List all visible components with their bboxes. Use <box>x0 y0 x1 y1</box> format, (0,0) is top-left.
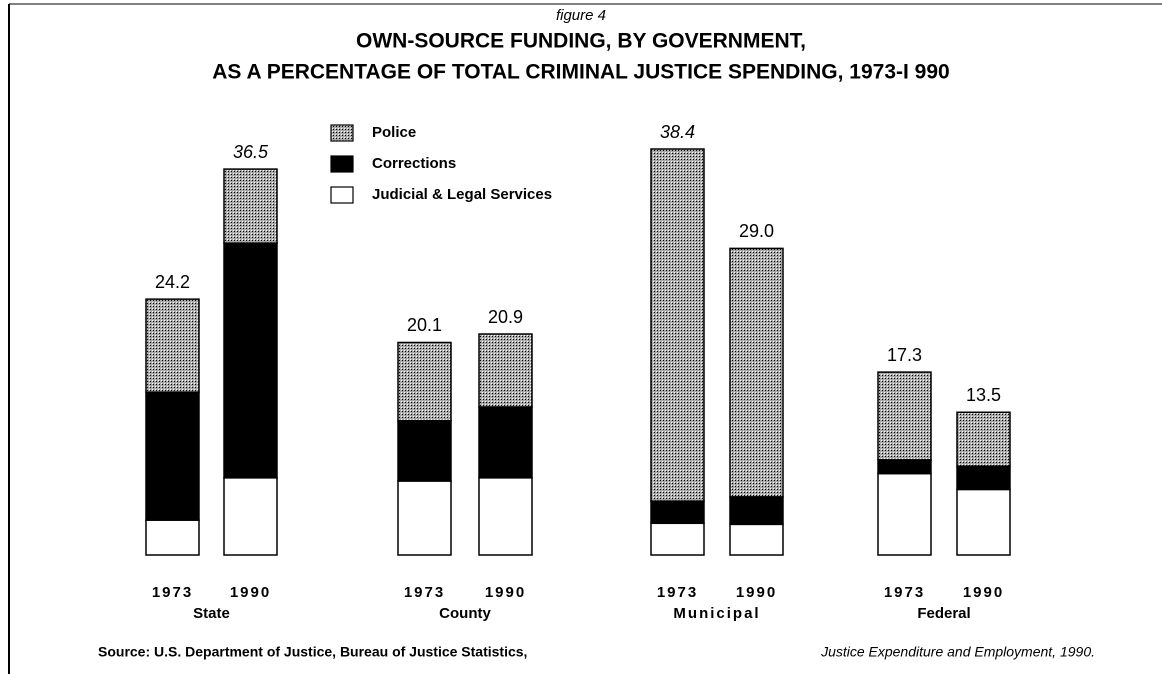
figure-label: figure 4 <box>556 7 606 24</box>
total-label: 20.9 <box>488 307 523 327</box>
total-label: 38.4 <box>660 122 695 142</box>
bar-segment <box>145 298 200 393</box>
chart-title: OWN-SOURCE FUNDING, BY GOVERNMENT, <box>356 30 806 53</box>
bar-segment <box>650 522 705 556</box>
group-label: State <box>193 605 230 622</box>
legend-swatch <box>330 155 354 173</box>
bar-segment <box>223 477 278 556</box>
x-tick-label: 1973 <box>884 584 925 601</box>
legend-label: Judicial & Legal Services <box>372 186 552 203</box>
bar-segment <box>478 406 533 479</box>
x-tick-label: 1973 <box>404 584 445 601</box>
total-label: 20.1 <box>407 315 442 335</box>
bar-segment <box>956 488 1011 556</box>
chart-subtitle: AS A PERCENTAGE OF TOTAL CRIMINAL JUSTIC… <box>212 61 949 84</box>
total-label: 29.0 <box>739 221 774 241</box>
legend-swatch <box>330 124 354 142</box>
bar-segment <box>729 247 784 498</box>
bar-segment <box>877 459 932 475</box>
bar-segment <box>650 500 705 525</box>
total-label: 36.5 <box>233 142 269 162</box>
bar-segment <box>223 242 278 479</box>
total-label: 13.5 <box>966 385 1001 405</box>
group-label: County <box>439 605 491 622</box>
group-label: Municipal <box>673 605 760 622</box>
bar-segment <box>729 496 784 526</box>
bar-segment <box>478 333 533 408</box>
legend-label: Corrections <box>372 155 456 172</box>
total-label: 24.2 <box>155 272 190 292</box>
x-tick-label: 1990 <box>230 584 271 601</box>
total-label: 17.3 <box>887 345 922 365</box>
bar-segment <box>729 523 784 556</box>
x-tick-label: 1990 <box>736 584 777 601</box>
source-title: Justice Expenditure and Employment, 1990… <box>820 644 1095 660</box>
bar-segment <box>397 419 452 482</box>
x-tick-label: 1973 <box>152 584 193 601</box>
bar-segment <box>145 391 200 521</box>
bar-segment <box>478 477 533 556</box>
bar-segment <box>956 465 1011 491</box>
group-label: Federal <box>917 605 970 622</box>
bar-segment <box>877 371 932 461</box>
x-tick-label: 1990 <box>485 584 526 601</box>
source: Source: U.S. Department of Justice, Bure… <box>98 644 527 660</box>
bar-segment <box>223 168 278 244</box>
bar-segment <box>145 519 200 556</box>
x-tick-label: 1973 <box>657 584 698 601</box>
bar-segment <box>956 411 1011 467</box>
x-tick-label: 1990 <box>963 584 1004 601</box>
bar-segment <box>397 341 452 422</box>
bar-segment <box>397 480 452 556</box>
legend-swatch <box>330 186 354 204</box>
legend-label: Police <box>372 124 416 141</box>
bar-segment <box>650 148 705 502</box>
bar-segment <box>877 472 932 556</box>
